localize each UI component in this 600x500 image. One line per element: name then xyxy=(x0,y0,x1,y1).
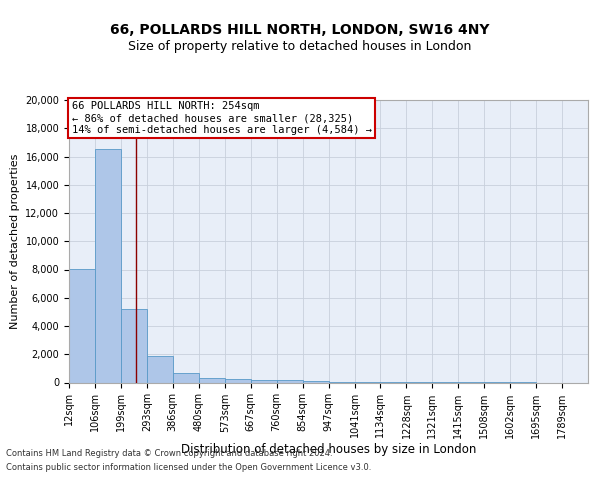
Bar xyxy=(277,380,302,382)
X-axis label: Distribution of detached houses by size in London: Distribution of detached houses by size … xyxy=(181,444,476,456)
Bar xyxy=(224,379,251,382)
Bar xyxy=(251,380,277,382)
Text: Contains public sector information licensed under the Open Government Licence v3: Contains public sector information licen… xyxy=(6,464,371,472)
Bar xyxy=(121,309,147,382)
Text: Size of property relative to detached houses in London: Size of property relative to detached ho… xyxy=(128,40,472,53)
Bar xyxy=(69,269,95,382)
Bar xyxy=(147,356,173,382)
Text: 66, POLLARDS HILL NORTH, LONDON, SW16 4NY: 66, POLLARDS HILL NORTH, LONDON, SW16 4N… xyxy=(110,22,490,36)
Bar xyxy=(199,378,224,382)
Bar xyxy=(173,372,199,382)
Text: 66 POLLARDS HILL NORTH: 254sqm
← 86% of detached houses are smaller (28,325)
14%: 66 POLLARDS HILL NORTH: 254sqm ← 86% of … xyxy=(71,102,371,134)
Bar xyxy=(95,150,121,382)
Text: Contains HM Land Registry data © Crown copyright and database right 2024.: Contains HM Land Registry data © Crown c… xyxy=(6,448,332,458)
Y-axis label: Number of detached properties: Number of detached properties xyxy=(10,154,20,329)
